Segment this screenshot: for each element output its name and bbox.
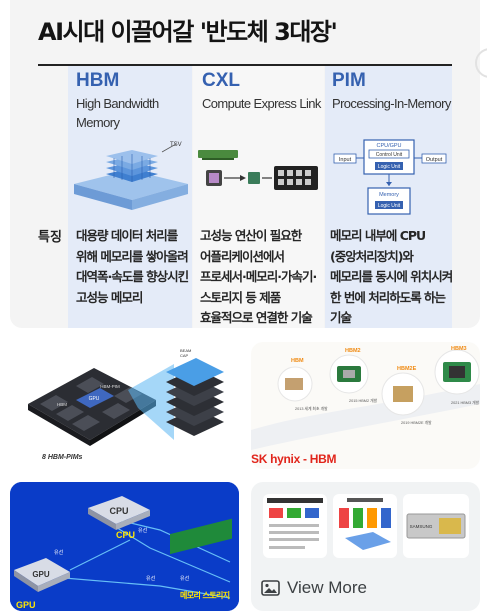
feature-row-label: 특징	[38, 230, 62, 245]
pim-feature: 메모리 내부에 CPU (중앙처리장치)와 메모리를 동시에 위치시켜 한 번에…	[330, 228, 453, 325]
cpu-chip-text: CPU	[109, 506, 128, 516]
gpu-chip-text: GPU	[32, 570, 50, 579]
main-image-card[interactable]: AI시대 이끌어갈 '반도체 3대장' HBM CXL PIM High Ban…	[10, 0, 480, 328]
pim-logic-label: Logic Unit	[378, 164, 401, 170]
hbm-heading: HBM	[76, 70, 120, 91]
cxl-full-name: Compute Express Link	[202, 96, 321, 111]
thumbnail-hbm-pim[interactable]: GPU HBM HBM-PIM BEAM CAP 8 HBM-PIMs	[10, 342, 239, 469]
wire-label-3: 유선	[146, 575, 156, 582]
cpu-label: CPU	[116, 530, 136, 540]
cxl-heading: CXL	[202, 70, 240, 91]
wire-label-4: 유선	[180, 575, 190, 582]
pim-full-name: Processing-In-Memory	[332, 96, 451, 111]
cpu-gpu-illustration: CPU GPU 유선 유선 유선 유선	[10, 482, 239, 611]
hbm-full-name: High Bandwidth Memory	[76, 96, 159, 130]
timeline-note-1: 2013 세계 최초 개발	[295, 406, 328, 411]
wire-label-2: 유선	[54, 549, 64, 556]
hbm-tsv-label: TSV	[170, 142, 182, 148]
timeline-note-3: 2019 HBM2E 개발	[401, 420, 432, 425]
hbm-pim-caption: 8 HBM-PIMs	[42, 454, 83, 461]
timeline-note-2: 2015 HBM2 개발	[349, 398, 378, 403]
pim-memory-label: Memory	[379, 192, 399, 198]
timeline-step-3: HBM2E	[397, 366, 417, 372]
gpu-label: GPU	[16, 600, 36, 610]
thumbnail-skhynix-hbm[interactable]: HBM HBM2 HBM2E HBM3 2013 세계 최초 개발 2015 H…	[251, 342, 480, 469]
infographic-title: AI시대 이끌어갈 '반도체 3대장'	[38, 18, 338, 46]
cxl-illustration	[198, 150, 318, 190]
hbm-pim-illustration: GPU HBM HBM-PIM BEAM CAP	[28, 348, 224, 446]
skhynix-caption: SK hynix - HBM	[251, 452, 337, 466]
view-more-label: View More	[287, 578, 367, 597]
wire-label-1: 유선	[138, 527, 148, 534]
timeline-step-1: HBM	[291, 358, 304, 364]
memory-storage-label: 메모리 스토리지	[180, 591, 230, 600]
cxl-feature: 고성능 연산이 필요한 어플리케이션에서 프로세서·메모리·가속기·스토리지 등…	[200, 228, 317, 325]
pim-cpu-label: CPU/GPU	[376, 143, 401, 149]
pim-input-label: Input	[339, 157, 352, 163]
samsung-brand: SAMSUNG	[410, 524, 433, 529]
timeline-note-4: 2021 HBM3 개발	[451, 400, 480, 405]
hbm-illustration: TSV	[74, 142, 188, 210]
column-cxl-bg	[193, 66, 324, 328]
beam-label: BEAM	[180, 348, 191, 353]
skhynix-timeline: HBM HBM2 HBM2E HBM3 2013 세계 최초 개발 2015 H…	[251, 342, 480, 469]
pim-logic2-label: Logic Unit	[378, 203, 401, 209]
pim-heading: PIM	[332, 70, 366, 91]
timeline-step-4: HBM3	[451, 346, 467, 352]
image-icon	[261, 580, 280, 596]
title-rule	[38, 64, 452, 66]
pim-diagram: CPU/GPU Control Unit Logic Unit Input Ou…	[333, 139, 447, 215]
mini-thumb-2	[333, 494, 397, 558]
hbm-feature: 대용량 데이터 처리를 위해 메모리를 쌓아올려 대역폭·속도를 향상시킨 고성…	[76, 228, 189, 305]
view-more-button[interactable]: View More	[261, 578, 367, 598]
mini-thumb-3: SAMSUNG	[403, 494, 469, 558]
hbm-chip-label: HBM	[57, 402, 67, 407]
gpu-chip-label: GPU	[89, 396, 100, 402]
timeline-step-2: HBM2	[345, 348, 361, 354]
cap-label: CAP	[180, 353, 189, 358]
view-more-card[interactable]: SAMSUNG View More	[251, 482, 480, 611]
pim-output-label: Output	[426, 157, 443, 163]
thumbnail-cpu-gpu[interactable]: CPU GPU 유선 유선 유선 유선 CPU GPU 메모리 스토리지	[10, 482, 239, 611]
hbm-pim-chip-label: HBM-PIM	[100, 384, 120, 389]
pim-control-label: Control Unit	[376, 152, 403, 158]
mini-thumb-1	[263, 494, 327, 558]
